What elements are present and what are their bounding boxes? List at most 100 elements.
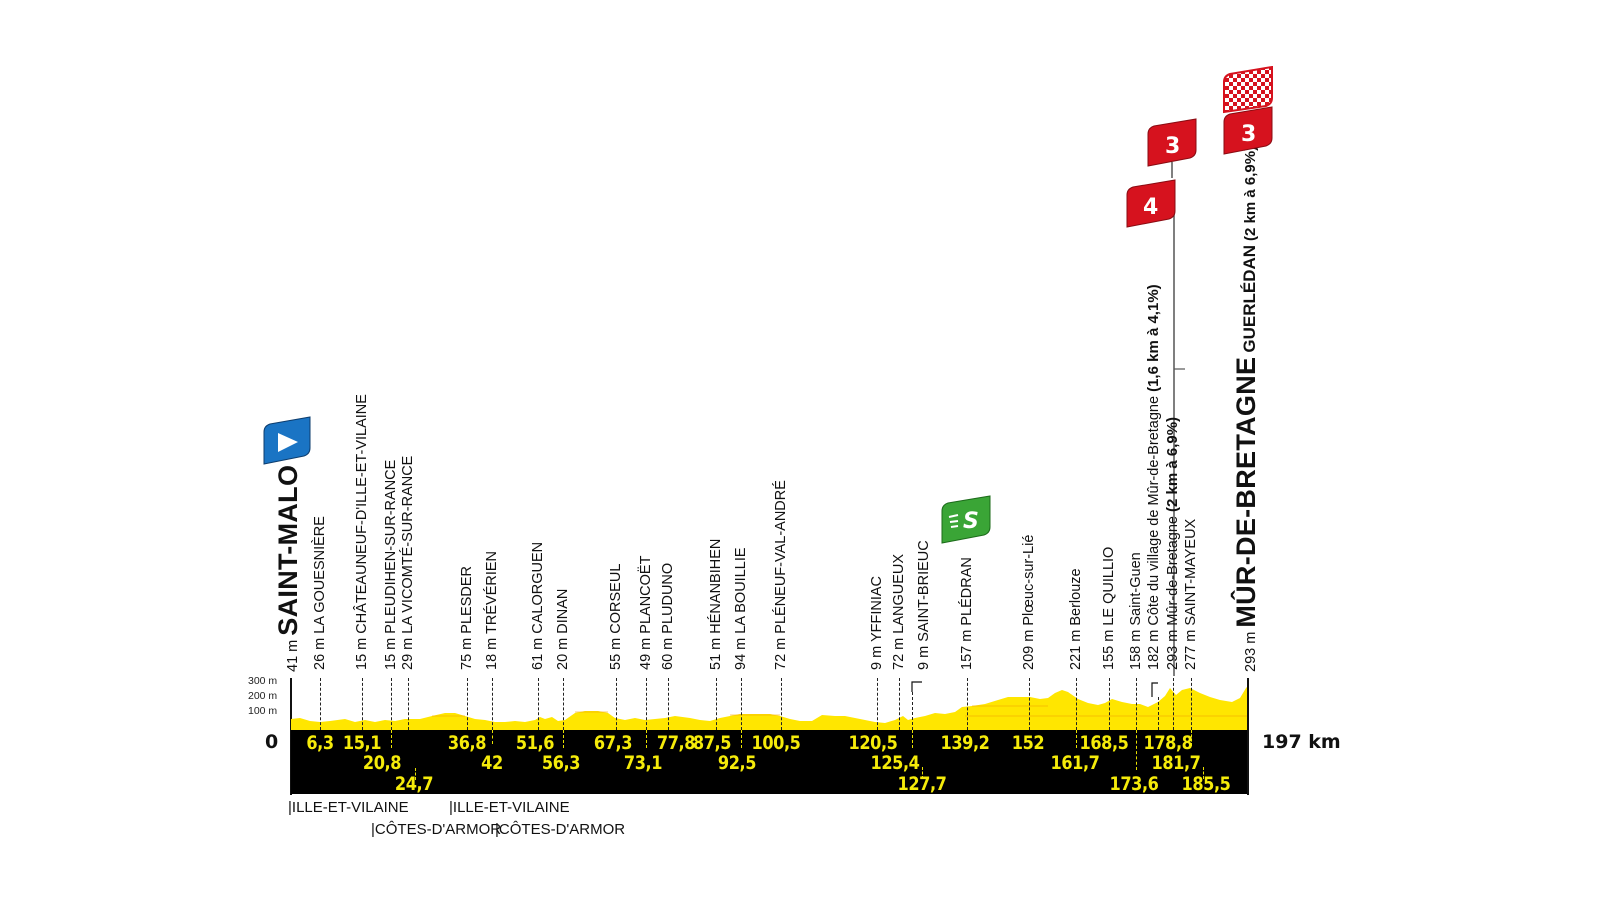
- km-value: 100,5: [751, 732, 801, 754]
- km-value: 73,1: [623, 752, 663, 774]
- waypoint-label: 293 m Mûr-de-Bretagne (2 km à 6,9%): [1164, 416, 1181, 670]
- climb-flag-cat3-finish: 3: [1223, 106, 1273, 155]
- waypoint-line: [362, 678, 363, 730]
- department-label: |ILLE-ET-VILAINE: [288, 799, 409, 816]
- waypoint-line: [415, 768, 416, 780]
- waypoint-label: 61 m CALORGUEN: [530, 541, 546, 670]
- waypoint-line: [899, 678, 900, 730]
- department-label: |ILLE-ET-VILAINE: [449, 799, 570, 816]
- climb-cat3-icon: [1147, 118, 1197, 167]
- waypoint-line: [646, 678, 647, 730]
- km-value: 51,6: [515, 732, 555, 754]
- climb-flag-cat4: 4: [1126, 179, 1176, 228]
- waypoint-line: [877, 678, 878, 730]
- km-value: 15,1: [342, 732, 382, 754]
- waypoint-line: [391, 730, 392, 748]
- svg-text:4: 4: [1143, 195, 1158, 220]
- km-value: 161,7: [1050, 752, 1100, 774]
- waypoint-label: 94 m LA BOUILLIE: [733, 547, 749, 670]
- km-value: 181,7: [1151, 752, 1201, 774]
- km-value: 120,5: [848, 732, 898, 754]
- waypoint-line: [1191, 678, 1192, 730]
- waypoint-line: [781, 678, 782, 730]
- km-value: 168,5: [1079, 732, 1129, 754]
- waypoint-label: 277 m SAINT-MAYEUX: [1183, 518, 1199, 670]
- waypoint-line: [408, 678, 409, 730]
- waypoint-line: [1136, 730, 1137, 770]
- waypoint-label: 155 m LE QUILLIO: [1101, 546, 1117, 670]
- waypoint-line: [1029, 678, 1030, 730]
- waypoint-line: [912, 692, 913, 730]
- y-tick-200: 200 m: [248, 690, 278, 702]
- km-value: 42: [481, 752, 503, 774]
- waypoint-label: 182 m Côte du village de Mûr-de-Bretagne…: [1145, 284, 1162, 670]
- elevation-area: [291, 686, 1248, 730]
- waypoint-label: 221 m Berlouze: [1068, 568, 1084, 670]
- svg-text:3: 3: [1241, 122, 1256, 147]
- km-band: [291, 730, 1249, 794]
- waypoint-line: [922, 767, 923, 779]
- start-label: 41 m SAINT-MALO: [273, 465, 303, 672]
- waypoint-label: 9 m SAINT-BRIEUC: [916, 540, 932, 670]
- finish-label: 293 m MÛR-DE-BRETAGNE GUERLÉDAN (2 km à …: [1231, 146, 1261, 672]
- waypoint-label: 72 m LANGUEUX: [891, 553, 907, 670]
- km-value: 92,5: [717, 752, 757, 774]
- svg-text:S: S: [963, 509, 979, 534]
- waypoint-line: [741, 730, 742, 748]
- waypoint-line: [1158, 697, 1159, 730]
- end-km-label: 197 km: [1262, 731, 1341, 753]
- sprint-icon: [941, 495, 991, 544]
- waypoint-line: [1191, 730, 1192, 746]
- km-value: 173,6: [1109, 773, 1159, 795]
- km-value: 36,8: [447, 732, 487, 754]
- waypoint-line: [492, 678, 493, 730]
- km-value: 139,2: [940, 732, 990, 754]
- y-tick-100: 100 m: [248, 705, 278, 717]
- waypoint-line: [967, 678, 968, 730]
- waypoint-line: [716, 678, 717, 730]
- waypoint-line: [1076, 730, 1077, 748]
- km-value: 67,3: [593, 732, 633, 754]
- km-value: 6,3: [306, 732, 334, 754]
- sprint-flag: S: [941, 495, 991, 544]
- climb-cat3-finish-icon: [1223, 106, 1273, 155]
- waypoint-label: 9 m YFFINIAC: [869, 575, 885, 670]
- waypoint-label: 20 m DINAN: [555, 588, 571, 670]
- start-km-label: 0: [265, 731, 279, 753]
- finish-city: MÛR-DE-BRETAGNE: [1231, 356, 1261, 628]
- waypoint-line: [563, 678, 564, 730]
- km-value: 178,8: [1143, 732, 1193, 754]
- km-value: 24,7: [394, 773, 434, 795]
- waypoint-label: 49 m PLANCOËT: [638, 555, 654, 670]
- waypoint-line: [646, 730, 647, 748]
- finish-flag-checkered: [1223, 66, 1273, 114]
- waypoint-line: [616, 678, 617, 730]
- waypoint-label: 29 m LA VICOMTÉ-SUR-RANCE: [400, 455, 416, 670]
- waypoint-line: [741, 678, 742, 730]
- waypoint-line: [492, 730, 493, 744]
- department-label: |CÔTES-D'ARMOR: [371, 821, 502, 838]
- climb-flag-cat3-mur: 3: [1147, 118, 1197, 167]
- waypoint-line: [467, 678, 468, 730]
- waypoint-line: [912, 730, 913, 748]
- waypoint-line: [563, 730, 564, 748]
- waypoint-label: 75 m PLESDER: [459, 566, 475, 670]
- waypoint-label: 209 m Plœuc-sur-Lié: [1021, 534, 1037, 670]
- waypoint-line: [538, 678, 539, 730]
- waypoint-label: 26 m LA GOUESNIÈRE: [312, 516, 328, 670]
- km-value: 127,7: [897, 773, 947, 795]
- waypoint-line: [1173, 678, 1174, 730]
- department-label: |CÔTES-D'ARMOR: [495, 821, 626, 838]
- waypoint-label: 55 m CORSEUL: [608, 563, 624, 670]
- km-value: 125,4: [870, 752, 920, 774]
- checkered-flag-icon: [1223, 66, 1273, 114]
- waypoint-label: 15 m PLEUDIHEN-SUR-RANCE: [383, 459, 399, 670]
- km-value: 20,8: [362, 752, 402, 774]
- waypoint-label: 72 m PLÉNEUF-VAL-ANDRÉ: [773, 480, 789, 670]
- finish-altitude: 293 m: [1243, 631, 1259, 672]
- waypoint-line: [320, 678, 321, 730]
- waypoint-label: 18 m TRÉVÉRIEN: [484, 550, 500, 670]
- y-tick-300: 300 m: [248, 675, 278, 687]
- waypoint-line: [1076, 678, 1077, 730]
